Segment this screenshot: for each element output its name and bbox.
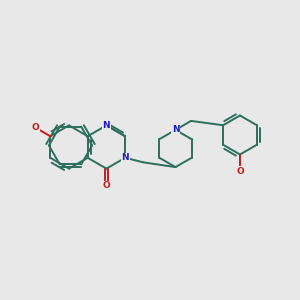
Text: N: N: [121, 153, 129, 162]
Text: O: O: [236, 167, 244, 176]
Text: N: N: [172, 125, 179, 134]
Text: N: N: [103, 121, 110, 130]
Text: O: O: [103, 182, 110, 190]
Text: O: O: [32, 123, 39, 132]
